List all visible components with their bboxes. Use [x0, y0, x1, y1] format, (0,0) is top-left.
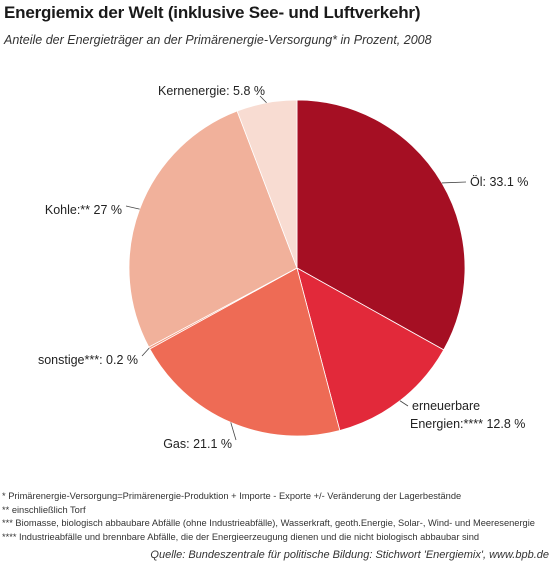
source-note: Quelle: Bundeszentrale für politische Bi…: [150, 549, 549, 561]
slice-label-5: Kernenergie: 5.8 %: [158, 84, 265, 98]
chart-title: Energiemix der Welt (inklusive See- und …: [4, 3, 421, 22]
pie-slice-4: [128, 110, 298, 348]
pie-slice-2: [149, 267, 341, 437]
pie-chart: Öl: 33.1 % erneuerbare Energien:**** 12.8 …: [38, 84, 528, 451]
footnote-2: ** einschließlich Torf: [2, 504, 86, 515]
pie-slice-0: [296, 99, 466, 351]
pie-slice-1: [296, 267, 445, 431]
footnote-3: *** Biomasse, biologisch abbaubare Abfäl…: [2, 518, 535, 528]
slice-label-0: Öl: 33.1 %: [470, 175, 528, 189]
slice-label-4: Kohle:** 27 %: [45, 203, 122, 217]
leader-line-1: [399, 400, 409, 407]
slice-label-1-line2: Energien:**** 12.8 %: [410, 417, 525, 431]
leader-line-5: [259, 95, 267, 104]
leader-line-3: [141, 347, 150, 357]
leader-line-0: [441, 181, 467, 184]
slice-label-1-line1: erneuerbare: [412, 399, 480, 413]
slice-label-3: sonstige***: 0.2 %: [38, 353, 138, 367]
footnote-4: **** Industrieabfälle und brennbare Abfä…: [2, 531, 480, 542]
leader-line-4: [125, 205, 140, 210]
chart-subtitle: Anteile der Energieträger an der Primäre…: [4, 33, 432, 47]
footnote-1: * Primärenergie-Versorgung=Primärenergie…: [2, 491, 462, 501]
slice-label-2: Gas: 21.1 %: [163, 437, 232, 451]
leader-line-2: [230, 422, 237, 441]
footnotes: * Primärenergie-Versorgung=Primärenergie…: [2, 490, 535, 544]
